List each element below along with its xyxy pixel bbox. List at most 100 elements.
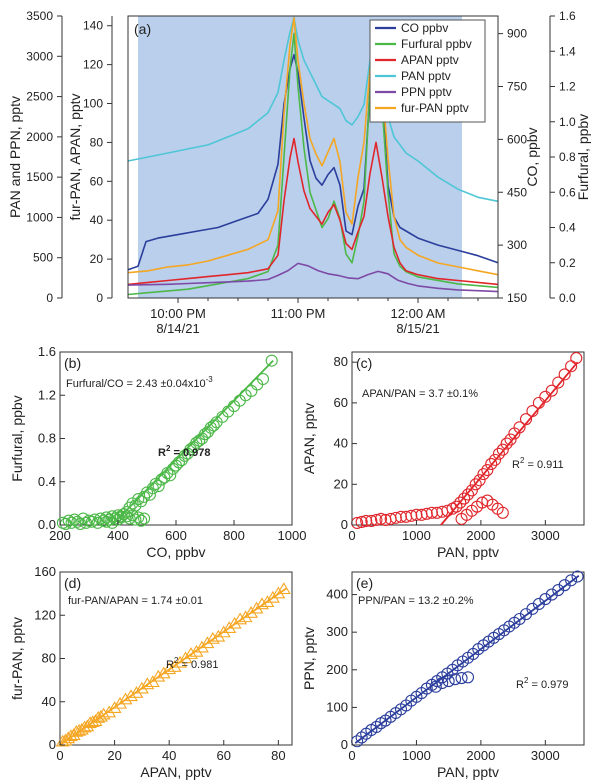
scatter-point (80, 516, 93, 529)
scatter-point (216, 625, 231, 638)
y-tick-label: 140 (83, 19, 103, 33)
series-line-5 (127, 262, 499, 293)
scatter-point (552, 376, 565, 389)
scatter-point (455, 672, 468, 685)
y-tick-label: 40 (90, 213, 104, 227)
scatter-point (539, 593, 552, 606)
scatter-point (138, 512, 151, 525)
y-tick-label: 0 (46, 291, 53, 305)
scatter-point (85, 515, 98, 528)
series-line-1 (127, 25, 499, 271)
scatter-point (62, 514, 75, 527)
y-tick-label: 1500 (26, 170, 53, 184)
y-tick-label: 200 (326, 662, 348, 677)
slope-annotation: APAN/PAN = 3.7 ±0.1% (362, 388, 478, 400)
y-tick-label: 150 (507, 291, 527, 305)
y-tick-label: 400 (326, 587, 348, 602)
series-line-3 (127, 137, 499, 286)
scatter-point (244, 606, 259, 618)
legend-label-6: fur-PAN pptv (401, 101, 469, 115)
scatter-point (565, 574, 578, 587)
scatter-point (442, 675, 455, 688)
scatter-point (454, 496, 467, 509)
y-tick-label: 750 (507, 80, 527, 94)
x-tick-label: 3000 (531, 748, 560, 763)
x-tick-label: 2000 (466, 528, 495, 543)
scatter-point (152, 480, 165, 493)
scatter-point (485, 457, 498, 470)
fit-line (111, 360, 274, 526)
y-tick-label: 0 (96, 291, 103, 305)
scatter-point (100, 515, 113, 528)
scatter-point (173, 655, 188, 668)
x-tick-label: 400 (107, 528, 129, 543)
scatter-point (260, 595, 275, 608)
scatter-point (94, 512, 107, 525)
x-tick-label: 1000 (278, 528, 307, 543)
scatter-point (405, 509, 418, 522)
y-tick-label: 450 (507, 185, 527, 199)
scatter-point (513, 421, 526, 434)
scatter-point (365, 514, 378, 527)
x-tick-label: 10:00 PM (150, 306, 206, 321)
y-tick-label: 80 (42, 651, 56, 666)
fit-line (354, 575, 580, 744)
y-tick-label: 300 (326, 624, 348, 639)
legend-label-4: PAN pptv (401, 69, 451, 83)
y-tick-label: 1.2 (38, 387, 56, 402)
scatter-point (143, 488, 156, 501)
scatter-point (164, 469, 177, 482)
scatter-point (156, 666, 171, 679)
y-tick-label: 3500 (26, 9, 53, 23)
scatter-point (370, 513, 383, 526)
y-tick-label: 20 (334, 476, 348, 491)
scatter-point (504, 433, 517, 446)
y-tick-label: 20 (90, 252, 104, 266)
panel-label: (e) (356, 575, 373, 591)
y-tick-label: 80 (334, 354, 348, 369)
scatter-point (420, 507, 433, 520)
y-tick-label: 120 (34, 607, 56, 622)
y-tick-label: 600 (507, 132, 527, 146)
scatter-point (207, 419, 220, 432)
slope-annotation: Furfural/CO = 2.43 ±0.04x10-3 (66, 375, 213, 390)
x-tick-label: 0 (348, 748, 355, 763)
y-tick-label: 0.6 (559, 185, 576, 199)
y-tick-label: 0.0 (38, 517, 56, 532)
y-tick-label: 60 (90, 174, 104, 188)
scatter-point (571, 570, 584, 583)
scatter-point (256, 372, 270, 386)
x-tick-label: 80 (271, 748, 285, 763)
y-tick-label: 1000 (26, 210, 53, 224)
legend-label-5: PPN pptv (401, 85, 452, 99)
scatter-point (102, 705, 117, 718)
scatter-point (65, 516, 78, 529)
x-tick-date: 8/14/21 (156, 321, 199, 336)
y-tick-label: 160 (34, 564, 56, 579)
scatter-point (113, 696, 128, 709)
y-tick-label: 2500 (26, 90, 53, 104)
scatter-point (96, 707, 111, 720)
y-tick-label: 1.0 (559, 115, 576, 129)
scatter-point (132, 511, 145, 524)
series-line-2 (127, 29, 499, 296)
y-tick-label: 0 (49, 737, 56, 752)
slope-annotation: PPN/PAN = 13.2 ±0.2% (358, 595, 474, 607)
scatter-point (496, 506, 509, 519)
scatter-point (135, 514, 148, 527)
scatter-point (450, 500, 463, 513)
scatter-point (360, 514, 373, 527)
scatter-point (238, 610, 253, 623)
scatter-point (134, 681, 149, 694)
r2-annotation: R2 = 0.911 (512, 456, 564, 471)
r2-annotation: R2 = 0.979 (516, 676, 568, 691)
x-tick-label: 0 (56, 748, 63, 763)
y-tick-label: 0.2 (559, 256, 576, 270)
scatter-point (389, 511, 402, 524)
y-tick-label: 1.6 (559, 9, 576, 23)
y-axis-title-right-inner: CO, ppbv (524, 127, 540, 186)
y-tick-label: 1.6 (38, 344, 56, 359)
y-tick-label: 900 (507, 27, 527, 41)
scatter-point (465, 484, 478, 497)
